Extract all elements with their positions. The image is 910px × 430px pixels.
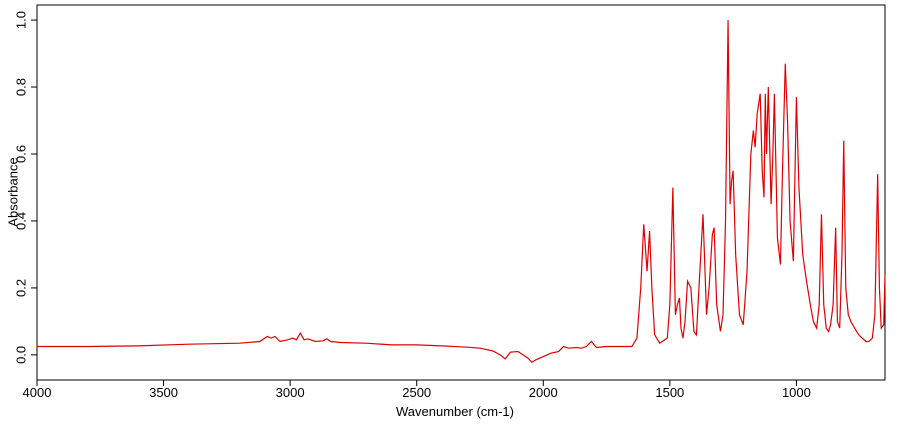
x-tick-label: 3500 — [149, 385, 178, 400]
x-tick-label: 3000 — [276, 385, 305, 400]
y-tick-label: 0.0 — [13, 346, 28, 364]
x-tick-label: 1500 — [655, 385, 684, 400]
spectrum-line — [37, 20, 886, 364]
y-tick-label: 1.0 — [13, 11, 28, 29]
y-axis-label: Absorbance — [5, 157, 20, 226]
x-tick-label: 1000 — [782, 385, 811, 400]
x-tick-label: 4000 — [23, 385, 52, 400]
x-tick-label: 2000 — [529, 385, 558, 400]
y-tick-label: 0.4 — [13, 212, 28, 230]
x-tick-label: 2500 — [402, 385, 431, 400]
x-axis-label: Wavenumber (cm-1) — [396, 404, 514, 419]
y-tick-label: 0.2 — [13, 279, 28, 297]
y-tick-label: 0.6 — [13, 145, 28, 163]
plot-frame — [36, 4, 886, 381]
y-tick-label: 0.8 — [13, 78, 28, 96]
